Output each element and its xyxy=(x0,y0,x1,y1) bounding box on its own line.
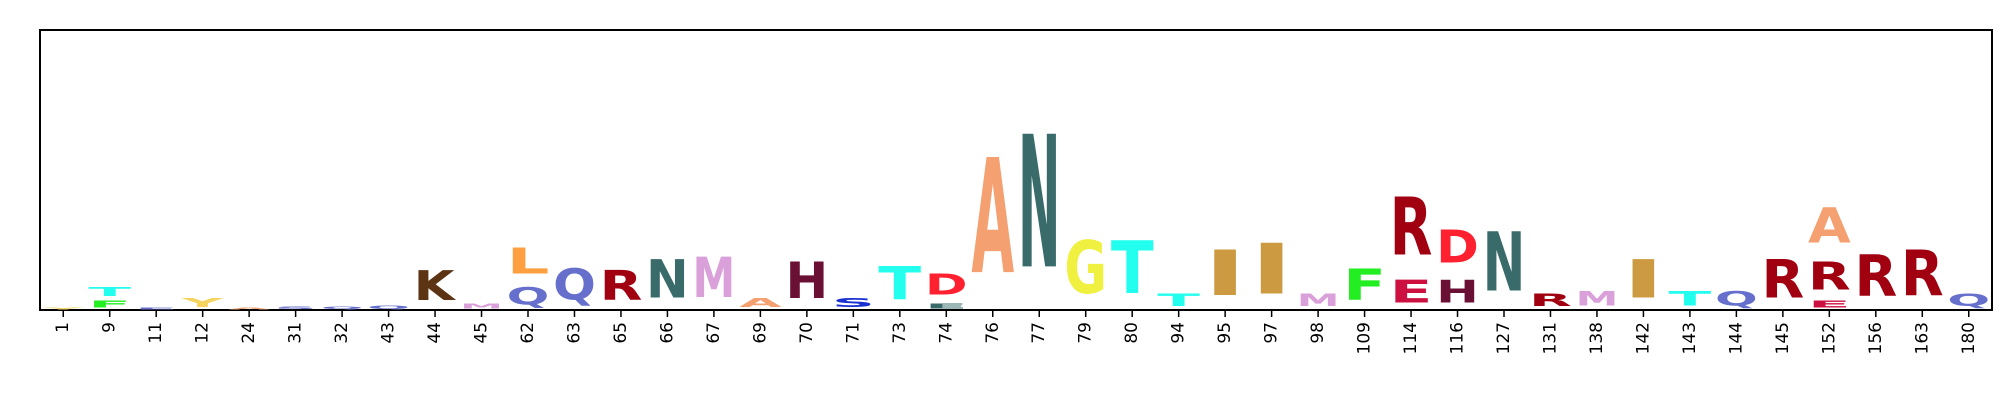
x-tick-label: 80 xyxy=(1122,322,1142,344)
logo-letter: G xyxy=(1064,226,1107,310)
logo-letter: A xyxy=(1808,199,1851,255)
x-tick-label: 77 xyxy=(1029,322,1049,344)
x-tick-label: 94 xyxy=(1169,322,1189,344)
logo-letter: S xyxy=(832,296,875,310)
logo-letter: H xyxy=(1436,274,1479,310)
logo-letter: N xyxy=(646,250,689,311)
logo-letter: Y xyxy=(180,296,224,310)
logo-letter: E xyxy=(1390,274,1433,311)
x-tick-label: 67 xyxy=(704,322,724,344)
logo-letter: L xyxy=(507,240,550,282)
x-tick-label: 163 xyxy=(1912,322,1932,354)
x-tick-label: 97 xyxy=(1262,322,1282,344)
logo-letter: T xyxy=(1669,288,1712,310)
x-tick-label: 31 xyxy=(286,322,306,344)
x-tick-label: 62 xyxy=(518,322,538,344)
x-tick-label: 65 xyxy=(611,322,631,344)
x-tick-label: 116 xyxy=(1448,322,1468,354)
logo-letter: E xyxy=(1808,299,1851,310)
logo-letter: D xyxy=(925,268,968,302)
logo-letter: R xyxy=(1854,244,1897,310)
logo-letter: A xyxy=(971,125,1014,309)
logo-letter: M xyxy=(460,302,503,310)
x-tick-label: 142 xyxy=(1633,322,1653,354)
x-tick-label: 138 xyxy=(1587,322,1607,354)
logo-letter: M xyxy=(693,246,736,311)
x-tick-label: 156 xyxy=(1866,322,1886,354)
logo-letter: I xyxy=(1250,230,1293,310)
x-tick-label: 43 xyxy=(379,322,399,344)
plot-frame xyxy=(39,29,1993,311)
logo-letter: T xyxy=(1157,290,1201,310)
logo-letter: T xyxy=(1111,226,1154,310)
x-tick-label: 95 xyxy=(1215,322,1235,344)
x-tick-label: 12 xyxy=(193,322,213,344)
x-tick-label: 73 xyxy=(890,322,910,344)
x-tick-label: 9 xyxy=(100,322,120,333)
logo-letter: T xyxy=(88,285,131,299)
x-tick-label: 127 xyxy=(1494,322,1514,354)
logo-letter: Q xyxy=(507,282,550,310)
logo-letter: Q xyxy=(553,261,596,311)
x-tick-label: 143 xyxy=(1680,322,1700,354)
logo-letter: Y xyxy=(41,307,85,310)
x-tick-label: 98 xyxy=(1308,322,1328,344)
logo-letter: K xyxy=(414,263,457,310)
x-tick-label: 24 xyxy=(239,322,259,344)
x-tick-label: 131 xyxy=(1540,322,1560,354)
x-tick-label: 109 xyxy=(1355,322,1375,354)
logo-letter: H xyxy=(785,251,828,310)
x-tick-label: 79 xyxy=(1076,322,1096,344)
logo-letter: E xyxy=(135,307,178,310)
x-tick-label: 1 xyxy=(53,322,73,333)
logo-letter: R xyxy=(1390,183,1433,274)
x-tick-label: 152 xyxy=(1819,322,1839,354)
logo-letter: Q xyxy=(321,306,364,310)
x-tick-label: 66 xyxy=(657,322,677,344)
logo-letter: Q xyxy=(1715,288,1758,310)
logo-letter: R xyxy=(600,263,643,310)
logo-letter: F xyxy=(88,299,131,310)
logo-letter: N xyxy=(1018,98,1061,310)
logo-letter: A xyxy=(739,296,782,310)
logo-letter: E xyxy=(925,302,968,310)
x-tick-label: 74 xyxy=(936,322,956,344)
logo-letter: S xyxy=(274,306,317,310)
x-tick-label: 44 xyxy=(425,322,445,344)
logo-letter: N xyxy=(1483,216,1526,311)
x-tick-label: 70 xyxy=(797,322,817,344)
logo-letter: R xyxy=(1761,249,1804,310)
x-tick-label: 114 xyxy=(1401,322,1421,354)
logo-letter: M xyxy=(1297,291,1340,311)
logo-letter: M xyxy=(1576,288,1619,310)
x-tick-label: 63 xyxy=(564,322,584,344)
x-tick-label: 145 xyxy=(1773,322,1793,354)
logo-letter: Q xyxy=(1947,290,1990,310)
x-tick-label: 32 xyxy=(332,322,352,344)
x-tick-label: 144 xyxy=(1726,322,1746,354)
x-tick-label: 69 xyxy=(750,322,770,344)
x-tick-label: 45 xyxy=(472,322,492,344)
x-tick-label: 71 xyxy=(843,322,863,344)
x-ticks-layer: 1 9 11 12 24 31 32 43 44 45 62 63 65 66 67 69 70 71 73 74 76… xyxy=(53,310,1979,354)
logo-letter: R xyxy=(1529,290,1572,310)
logo-letter: I xyxy=(1622,249,1665,310)
logo-letter: R xyxy=(1901,237,1944,310)
logo-letter: Q xyxy=(367,305,410,310)
logo-letter: D xyxy=(1436,222,1479,274)
logo-letter: T xyxy=(878,257,921,310)
logo-letter: F xyxy=(1343,260,1386,311)
logo-letter: A xyxy=(228,307,272,310)
logo-letter: I xyxy=(1204,237,1247,310)
logo-letter: R xyxy=(1808,255,1851,299)
x-tick-label: 76 xyxy=(983,322,1003,344)
x-tick-label: 180 xyxy=(1959,322,1979,354)
x-tick-label: 11 xyxy=(146,322,166,344)
